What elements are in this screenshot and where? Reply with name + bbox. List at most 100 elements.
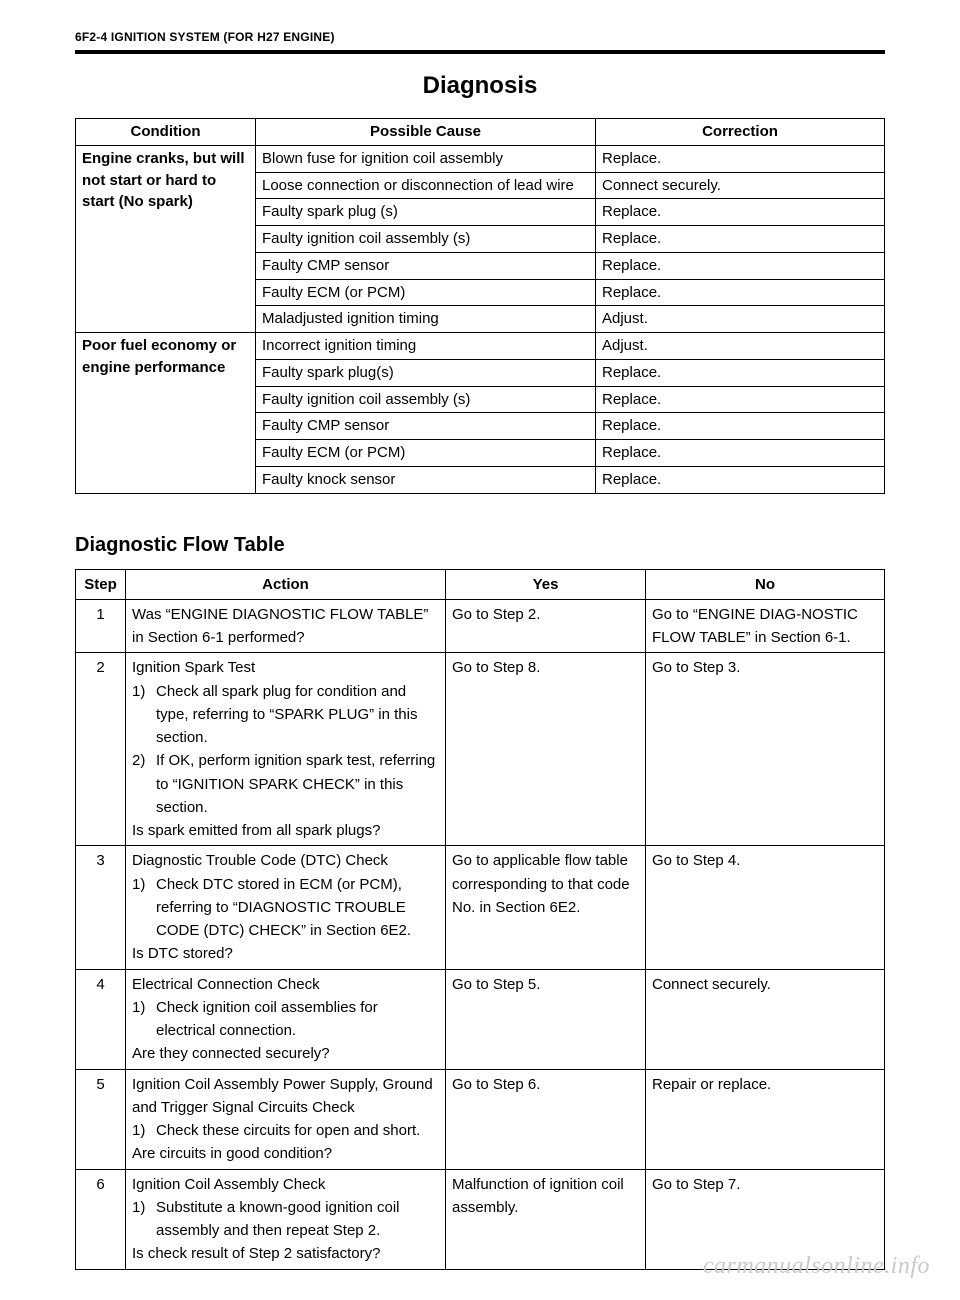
yes-cell: Go to Step 6.	[446, 1069, 646, 1169]
action-outro: Is DTC stored?	[132, 942, 439, 965]
action-intro: Ignition Spark Test	[132, 656, 439, 679]
action-intro: Ignition Coil Assembly Check	[132, 1173, 439, 1196]
step-cell: 2	[76, 653, 126, 846]
no-cell: Connect securely.	[646, 969, 885, 1069]
yes-cell: Go to Step 2.	[446, 599, 646, 653]
cause-cell: Faulty spark plug (s)	[256, 199, 596, 226]
flow-h-action: Action	[126, 569, 446, 599]
list-item-number: 1)	[132, 873, 145, 896]
step-cell: 1	[76, 599, 126, 653]
table-row: 5Ignition Coil Assembly Power Supply, Gr…	[76, 1069, 885, 1169]
yes-cell: Malfunction of ignition coil assembly.	[446, 1169, 646, 1269]
yes-cell: Go to Step 5.	[446, 969, 646, 1069]
table-row: 4 Electrical Connection Check1) Check igni…	[76, 969, 885, 1069]
table-row: 3Diagnostic Trouble Code (DTC) Check1)Ch…	[76, 846, 885, 969]
cause-cell: Blown fuse for ignition coil assembly	[256, 145, 596, 172]
list-item: 1)Check these circuits for open and shor…	[156, 1119, 439, 1142]
list-item-text: If OK, perform ignition spark test, refe…	[156, 752, 435, 816]
flow-header-row: Step Action Yes No	[76, 569, 885, 599]
cause-cell: Faulty CMP sensor	[256, 413, 596, 440]
action-cell: Diagnostic Trouble Code (DTC) Check1)Che…	[126, 846, 446, 969]
page: 6F2-4 IGNITION SYSTEM (FOR H27 ENGINE) D…	[0, 0, 960, 1300]
correction-cell: Replace.	[596, 466, 885, 493]
action-intro: Electrical Connection Check	[132, 973, 439, 996]
diag-h-correction: Correction	[596, 119, 885, 146]
diag-h-cause: Possible Cause	[256, 119, 596, 146]
cause-cell: Maladjusted ignition timing	[256, 306, 596, 333]
correction-cell: Replace.	[596, 252, 885, 279]
list-item-text: Check these circuits for open and short.	[156, 1122, 420, 1139]
no-cell: Go to Step 4.	[646, 846, 885, 969]
action-sublist: 1) Check all spark plug for condition and…	[132, 680, 439, 820]
cause-cell: Faulty ECM (or PCM)	[256, 279, 596, 306]
correction-cell: Replace.	[596, 226, 885, 253]
flow-h-step: Step	[76, 569, 126, 599]
list-item: 1)Check DTC stored in ECM (or PCM), refe…	[156, 873, 439, 943]
correction-cell: Replace.	[596, 413, 885, 440]
flow-h-yes: Yes	[446, 569, 646, 599]
no-cell: Repair or replace.	[646, 1069, 885, 1169]
cause-cell: Faulty knock sensor	[256, 466, 596, 493]
action-cell: Electrical Connection Check1) Check ignit…	[126, 969, 446, 1069]
step-cell: 5	[76, 1069, 126, 1169]
action-outro: Are circuits in good condition?	[132, 1142, 439, 1165]
list-item-text: Check ignition coil assemblies for elect…	[156, 999, 378, 1039]
cause-cell: Faulty ignition coil assembly (s)	[256, 226, 596, 253]
list-item: 2)If OK, perform ignition spark test, re…	[156, 749, 439, 819]
page-header: 6F2-4 IGNITION SYSTEM (FOR H27 ENGINE)	[75, 30, 885, 54]
action-intro: Was “ENGINE DIAGNOSTIC FLOW TABLE” in Se…	[132, 603, 439, 650]
correction-cell: Replace.	[596, 440, 885, 467]
cause-cell: Faulty ignition coil assembly (s)	[256, 386, 596, 413]
no-cell: Go to “ENGINE DIAG-NOSTIC FLOW TABLE” in…	[646, 599, 885, 653]
diag-header-row: Condition Possible Cause Correction	[76, 119, 885, 146]
diagnosis-table: Condition Possible Cause Correction Engi…	[75, 118, 885, 494]
cause-cell: Incorrect ignition timing	[256, 333, 596, 360]
action-outro: Is spark emitted from all spark plugs?	[132, 819, 439, 842]
list-item-number: 1)	[132, 1119, 145, 1142]
step-cell: 3	[76, 846, 126, 969]
sub-title: Diagnostic Flow Table	[75, 534, 885, 557]
table-row: 1Was “ENGINE DIAGNOSTIC FLOW TABLE” in S…	[76, 599, 885, 653]
no-cell: Go to Step 3.	[646, 653, 885, 846]
list-item-number: 1)	[132, 996, 145, 1019]
diag-h-condition: Condition	[76, 119, 256, 146]
list-item-number: 2)	[132, 749, 145, 772]
yes-cell: Go to Step 8.	[446, 653, 646, 846]
table-row: 6Ignition Coil Assembly Check1)Substitut…	[76, 1169, 885, 1269]
step-cell: 4	[76, 969, 126, 1069]
correction-cell: Replace.	[596, 145, 885, 172]
action-sublist: 1)Substitute a known-good ignition coil …	[132, 1196, 439, 1243]
main-title: Diagnosis	[75, 72, 885, 100]
cause-cell: Faulty CMP sensor	[256, 252, 596, 279]
action-cell: Ignition Coil Assembly Check1)Substitute…	[126, 1169, 446, 1269]
correction-cell: Adjust.	[596, 333, 885, 360]
table-row: Engine cranks, but will not start or har…	[76, 145, 885, 172]
correction-cell: Adjust.	[596, 306, 885, 333]
cause-cell: Loose connection or disconnection of lea…	[256, 172, 596, 199]
correction-cell: Replace.	[596, 199, 885, 226]
list-item-number: 1)	[132, 680, 145, 703]
action-outro: Are they connected securely?	[132, 1042, 439, 1065]
flow-h-no: No	[646, 569, 885, 599]
table-row: 2Ignition Spark Test1)Check all spark pl…	[76, 653, 885, 846]
action-sublist: 1) Check ignition coil assemblies for ele…	[132, 996, 439, 1043]
list-item: 1)Check all spark plug for condition and…	[156, 680, 439, 750]
action-cell: Ignition Spark Test1) Check all spark plu…	[126, 653, 446, 846]
condition-cell: Poor fuel economy or engine performance	[76, 333, 256, 494]
step-cell: 6	[76, 1169, 126, 1269]
yes-cell: Go to applicable flow table correspondin…	[446, 846, 646, 969]
list-item-text: Check DTC stored in ECM (or PCM), referr…	[156, 876, 411, 940]
action-cell: Ignition Coil Assembly Power Supply, Gro…	[126, 1069, 446, 1169]
condition-cell: Engine cranks, but will not start or har…	[76, 145, 256, 332]
no-cell: Go to Step 7.	[646, 1169, 885, 1269]
list-item-text: Substitute a known-good ignition coil as…	[156, 1199, 400, 1239]
cause-cell: Faulty spark plug(s)	[256, 359, 596, 386]
cause-cell: Faulty ECM (or PCM)	[256, 440, 596, 467]
action-outro: Is check result of Step 2 satisfactory?	[132, 1242, 439, 1265]
correction-cell: Replace.	[596, 279, 885, 306]
correction-cell: Replace.	[596, 386, 885, 413]
correction-cell: Replace.	[596, 359, 885, 386]
list-item-text: Check all spark plug for condition and t…	[156, 683, 417, 747]
action-cell: Was “ENGINE DIAGNOSTIC FLOW TABLE” in Se…	[126, 599, 446, 653]
correction-cell: Connect securely.	[596, 172, 885, 199]
